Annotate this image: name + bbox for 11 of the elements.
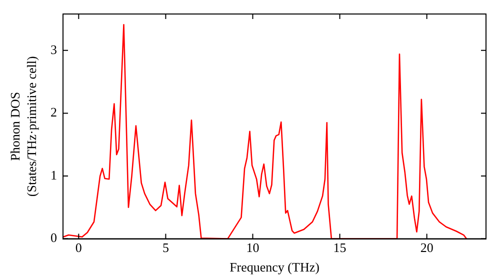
x-tick-label: 5 bbox=[162, 240, 169, 256]
y-tick-label: 2 bbox=[50, 104, 57, 120]
x-tick-label: 0 bbox=[75, 240, 82, 256]
x-tick-label: 15 bbox=[333, 240, 346, 256]
y-axis-title: Phonon DOS (States/THz·primitive cell) bbox=[8, 56, 39, 197]
x-tick-label: 10 bbox=[246, 240, 260, 256]
x-tick-label: 20 bbox=[420, 240, 434, 256]
x-axis-title: Frequency (THz) bbox=[230, 260, 320, 275]
y-tick-label: 3 bbox=[50, 42, 57, 57]
y-tick-label: 0 bbox=[50, 230, 57, 246]
y-tick-label: 1 bbox=[50, 167, 57, 182]
